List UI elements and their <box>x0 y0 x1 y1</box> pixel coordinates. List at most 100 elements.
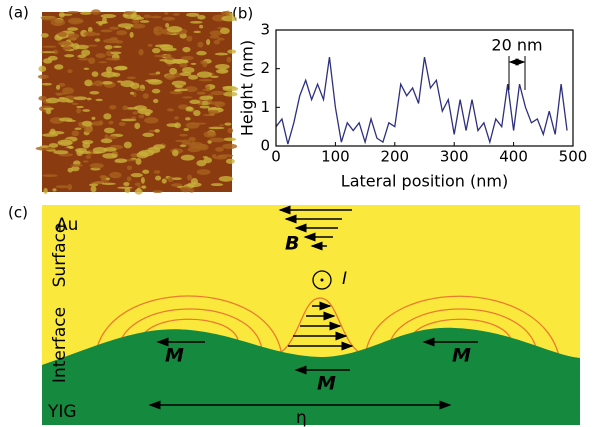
schematic <box>42 205 580 425</box>
x-axis-label: Lateral position (nm) <box>341 172 508 191</box>
afm-grain <box>133 88 146 91</box>
afm-grain <box>180 186 191 193</box>
afm-grain <box>101 80 113 85</box>
afm-grain <box>210 90 225 96</box>
afm-grain <box>91 9 101 15</box>
afm-grain <box>41 16 58 21</box>
afm-grain <box>227 127 234 134</box>
afm-grain <box>171 80 187 87</box>
afm-grain <box>190 62 197 65</box>
afm-grain <box>53 150 69 155</box>
x-tick-label: 400 <box>499 148 528 166</box>
afm-grain <box>213 156 228 160</box>
afm-grain <box>100 13 117 19</box>
afm-grain <box>154 128 160 133</box>
afm-grain <box>174 88 188 92</box>
afm-grain <box>172 13 180 16</box>
afm-grain <box>105 57 121 61</box>
label-b: B <box>285 233 299 255</box>
afm-grain <box>42 58 53 64</box>
afm-grain <box>165 53 172 60</box>
afm-grain <box>67 69 73 74</box>
afm-grain <box>120 80 135 88</box>
afm-grain <box>116 80 123 83</box>
afm-grain <box>95 20 109 24</box>
afm-grain <box>179 144 187 148</box>
afm-grain <box>135 158 142 165</box>
afm-grain <box>77 121 84 126</box>
afm-grain <box>150 15 162 19</box>
afm-grain <box>142 132 155 137</box>
afm-grain <box>142 93 149 99</box>
afm-grain <box>179 133 188 137</box>
afm-grain <box>37 74 49 79</box>
afm-grain <box>50 19 66 26</box>
afm-grain <box>71 130 80 137</box>
afm-grain <box>57 31 68 37</box>
x-tick-label: 500 <box>559 148 588 166</box>
afm-grain <box>39 145 50 148</box>
afm-grain <box>167 108 174 112</box>
afm-grain <box>81 140 94 145</box>
afm-grain <box>129 91 135 95</box>
afm-grain <box>114 40 124 44</box>
x-tick-label: 100 <box>321 148 350 166</box>
label-surface: Surface <box>50 223 70 288</box>
afm-grain <box>57 139 73 146</box>
afm-grain <box>41 174 58 178</box>
afm-grain <box>188 74 199 80</box>
afm-grain <box>189 21 203 24</box>
x-tick-label: 200 <box>380 148 409 166</box>
afm-grain <box>75 44 89 50</box>
afm-grain <box>42 133 59 137</box>
afm-grain <box>81 120 93 127</box>
afm-grain <box>98 61 108 64</box>
afm-grain <box>109 105 117 110</box>
afm-grain <box>196 91 206 95</box>
afm-grain <box>138 114 145 119</box>
annotation: 20 nm <box>491 36 542 55</box>
afm-grain <box>109 171 122 179</box>
afm-grain <box>52 49 59 55</box>
afm-grain <box>153 26 163 32</box>
afm-grain <box>80 11 92 15</box>
afm-grain <box>136 151 149 159</box>
afm-grain <box>209 30 223 36</box>
afm-grain <box>179 62 188 68</box>
afm-grain <box>87 26 93 33</box>
afm-grain <box>118 121 126 127</box>
afm-grain <box>92 146 108 154</box>
afm-grain <box>52 188 57 192</box>
afm-grain <box>186 35 193 42</box>
afm-grain <box>67 10 80 14</box>
afm-grain <box>93 80 104 87</box>
afm-grain <box>47 147 55 150</box>
afm-grain <box>138 49 144 56</box>
afm-grain <box>55 185 69 189</box>
afm-grain <box>62 45 72 51</box>
afm-grain <box>165 22 170 28</box>
label-m: M <box>317 373 336 395</box>
afm-grain <box>130 173 143 178</box>
panel-label: (b) <box>232 5 253 23</box>
afm-grain <box>40 51 56 54</box>
afm-grain <box>102 153 118 159</box>
afm-grain <box>223 137 237 142</box>
afm-grain <box>222 91 238 97</box>
afm-grain <box>210 75 219 78</box>
afm-grain <box>180 154 195 161</box>
afm-grain <box>203 131 217 138</box>
afm-grain <box>208 108 219 115</box>
label-m: M <box>165 345 184 367</box>
afm-texture <box>35 9 239 195</box>
afm-grain <box>225 158 235 164</box>
afm-grain <box>41 82 53 86</box>
afm-grain <box>76 149 84 157</box>
y-tick-label: 1 <box>260 98 270 116</box>
afm-grain <box>134 188 143 195</box>
afm-grain <box>202 60 208 68</box>
y-tick-label: 0 <box>260 137 270 155</box>
panel-label: (c) <box>8 204 28 222</box>
afm-grain <box>185 86 198 93</box>
afm-grain <box>112 72 121 77</box>
